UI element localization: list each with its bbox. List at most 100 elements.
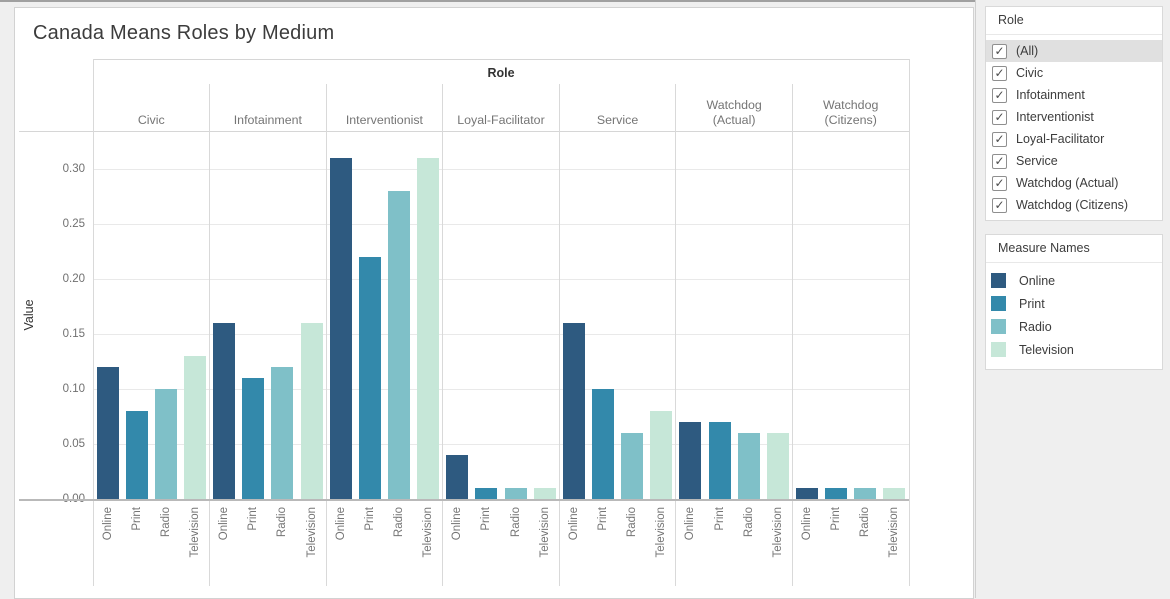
filter-item-service[interactable]: ✓ Service	[986, 150, 1162, 172]
gridline-0.10	[93, 388, 909, 390]
x-tick-civic-online: Online	[101, 507, 114, 541]
bar-watchdog-citizens-print[interactable]	[825, 488, 848, 499]
filter-item-watchdog-actual[interactable]: ✓ Watchdog (Actual)	[986, 172, 1162, 194]
checkbox-icon[interactable]: ✓	[992, 175, 1007, 191]
x-tick-loyal-facilitator-radio: Radio	[509, 507, 522, 538]
filter-item-loyal-facilitator[interactable]: ✓ Loyal-Facilitator	[986, 128, 1162, 150]
bar-service-print[interactable]	[592, 389, 614, 499]
header-top-border	[93, 59, 909, 60]
x-tick-loyal-facilitator-online: Online	[451, 507, 464, 541]
bar-interventionist-online[interactable]	[329, 158, 352, 499]
x-tick-watchdog-actual-print: Print	[713, 507, 726, 531]
legend-item-television[interactable]: Television	[986, 338, 1162, 361]
bar-service-radio[interactable]	[621, 433, 644, 499]
bar-infotainment-radio[interactable]	[271, 367, 294, 499]
bar-infotainment-online[interactable]	[213, 323, 236, 499]
checkbox-icon[interactable]: ✓	[992, 65, 1007, 81]
x-tick-loyal-facilitator-print: Print	[480, 507, 493, 531]
checkbox-icon[interactable]: ✓	[992, 153, 1007, 169]
filter-item-label: Service	[1016, 154, 1058, 168]
bar-civic-television[interactable]	[184, 356, 206, 499]
chart-title: Canada Means Roles by Medium	[33, 22, 335, 44]
x-tick-service-online: Online	[567, 507, 580, 541]
role-filter-card: Role ✓ (All) ✓ Civic ✓ Infotainment ✓ Intervent…	[985, 6, 1163, 221]
plot-right-border	[908, 59, 910, 586]
x-tick-watchdog-citizens-online: Online	[801, 507, 813, 541]
y-tick-label-0.25: 0.25	[62, 218, 85, 230]
bar-watchdog-actual-print[interactable]	[708, 422, 731, 499]
bar-interventionist-print[interactable]	[358, 257, 381, 499]
x-tick-interventionist-radio: Radio	[393, 507, 405, 538]
facet-divider-6	[791, 84, 793, 586]
checkbox-icon[interactable]: ✓	[992, 131, 1007, 147]
bar-loyal-facilitator-radio[interactable]	[504, 488, 527, 499]
x-tick-service-print: Print	[597, 507, 609, 531]
legend-item-label: Television	[1019, 342, 1074, 357]
facet-label-civic: Civic	[137, 113, 165, 127]
x-tick-interventionist-online: Online	[334, 507, 347, 541]
bar-loyal-facilitator-print[interactable]	[475, 488, 498, 499]
x-tick-watchdog-citizens-television: Television	[888, 507, 901, 558]
y-tick-label-0.15: 0.15	[62, 328, 85, 340]
filter-item-infotainment[interactable]: ✓ Infotainment	[986, 84, 1162, 106]
measure-legend-card: Measure Names Online Print Radio Television	[985, 234, 1163, 370]
facet-divider-2	[325, 84, 327, 586]
y-tick-label-0.30: 0.30	[62, 163, 85, 175]
filter-item-all[interactable]: ✓ (All)	[986, 40, 1162, 62]
filter-item-watchdog-citizens[interactable]: ✓ Watchdog (Citizens)	[986, 194, 1162, 216]
legend-item-radio[interactable]: Radio	[986, 315, 1162, 338]
legend-item-online[interactable]: Online	[986, 269, 1162, 292]
measure-legend-title: Measure Names	[986, 235, 1162, 263]
bar-service-television[interactable]	[650, 411, 673, 499]
checkbox-icon[interactable]: ✓	[992, 87, 1007, 103]
x-tick-infotainment-online: Online	[218, 507, 231, 541]
bar-watchdog-citizens-online[interactable]	[796, 488, 818, 499]
bar-watchdog-actual-online[interactable]	[679, 422, 702, 499]
filter-item-label: Infotainment	[1016, 88, 1085, 102]
bar-loyal-facilitator-online[interactable]	[446, 455, 469, 499]
checkbox-icon[interactable]: ✓	[992, 43, 1007, 59]
facet-divider-1	[209, 84, 211, 586]
bar-civic-print[interactable]	[125, 411, 148, 499]
facet-label-infotainment: Infotainment	[233, 113, 302, 127]
checkbox-icon[interactable]: ✓	[992, 197, 1007, 213]
bar-watchdog-actual-television[interactable]	[766, 433, 789, 499]
bar-interventionist-television[interactable]	[417, 158, 440, 499]
bar-civic-online[interactable]	[96, 367, 119, 499]
bar-interventionist-radio[interactable]	[388, 191, 410, 499]
bar-infotainment-television[interactable]	[300, 323, 323, 499]
x-tick-watchdog-actual-radio: Radio	[742, 507, 755, 538]
facet-header-role: Role	[487, 66, 515, 80]
bar-watchdog-citizens-television[interactable]	[883, 488, 906, 499]
filter-item-label: Watchdog (Actual)	[1016, 176, 1119, 190]
x-tick-civic-television: Television	[189, 507, 201, 558]
legend-item-label: Radio	[1019, 319, 1052, 334]
gridline-0.20	[93, 278, 909, 280]
bar-watchdog-citizens-radio[interactable]	[854, 488, 877, 499]
x-tick-infotainment-print: Print	[247, 507, 260, 531]
legend-swatch-print	[991, 296, 1006, 311]
gridline-0.30	[93, 168, 909, 170]
bar-service-online[interactable]	[562, 323, 585, 499]
filter-item-civic[interactable]: ✓ Civic	[986, 62, 1162, 84]
facet-label-loyal-facilitator: Loyal-Facilitator	[457, 113, 545, 127]
gridline-0.05	[93, 443, 909, 445]
x-tick-service-television: Television	[655, 507, 668, 558]
x-tick-watchdog-citizens-print: Print	[830, 507, 843, 531]
x-tick-watchdog-actual-online: Online	[684, 507, 697, 541]
bar-watchdog-actual-radio[interactable]	[737, 433, 760, 499]
x-axis-line	[19, 499, 909, 501]
legend-item-print[interactable]: Print	[986, 292, 1162, 315]
facet-label-service: Service	[596, 113, 639, 127]
bar-infotainment-print[interactable]	[242, 378, 265, 499]
filter-item-interventionist[interactable]: ✓ Interventionist	[986, 106, 1162, 128]
filter-item-label: (All)	[1016, 44, 1039, 58]
legend-item-label: Online	[1019, 273, 1056, 288]
bar-civic-radio[interactable]	[154, 389, 177, 499]
bar-loyal-facilitator-television[interactable]	[533, 488, 556, 499]
dashboard-panel: Canada Means Roles by Medium Role Value …	[14, 7, 974, 599]
checkbox-icon[interactable]: ✓	[992, 109, 1007, 125]
y-tick-label-0.20: 0.20	[62, 273, 85, 285]
role-filter-list: ✓ (All) ✓ Civic ✓ Infotainment ✓ Interventionis…	[986, 35, 1162, 221]
filter-item-label: Loyal-Facilitator	[1016, 132, 1105, 146]
